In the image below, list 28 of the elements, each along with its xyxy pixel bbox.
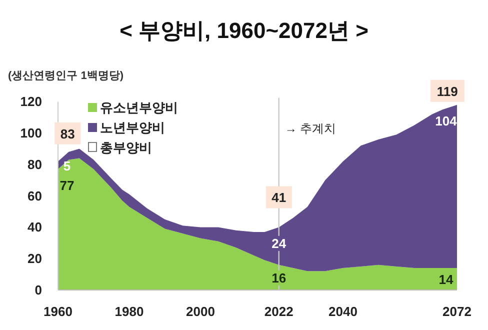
total-label: 83 — [60, 126, 75, 142]
total-label: 41 — [272, 190, 286, 206]
data-label: 104 — [435, 114, 458, 129]
x-tick-label: 2000 — [186, 304, 215, 319]
y-axis-title: (생산연령인구 1백명당) — [8, 70, 124, 82]
chart-title: < 부양비, 1960~2072년 > — [120, 18, 368, 43]
data-label: 5 — [63, 158, 71, 174]
x-tick-label: 2072 — [442, 304, 472, 319]
y-tick-label: 60 — [28, 188, 42, 204]
x-tick-label: 2022 — [264, 304, 294, 319]
y-tick-label: 120 — [20, 94, 42, 110]
annotation: 총부양비 — [100, 140, 152, 155]
total-label: 119 — [436, 84, 458, 99]
y-tick-label: 40 — [28, 220, 42, 235]
data-label: 16 — [272, 270, 286, 286]
legend-label: 노년부양비 — [100, 120, 165, 135]
x-tick-label: 1960 — [44, 304, 72, 319]
y-tick-label: 80 — [28, 156, 42, 172]
data-label: 77 — [60, 178, 74, 193]
y-tick-label: 0 — [34, 282, 42, 298]
legend-label: 유소년부양비 — [100, 100, 178, 115]
x-tick-label: 1980 — [114, 304, 144, 319]
y-tick-label: 20 — [28, 251, 42, 266]
x-tick-label: 2040 — [328, 304, 358, 319]
data-label: 14 — [438, 272, 454, 288]
y-tick-label: 100 — [20, 126, 42, 141]
data-label: 24 — [272, 236, 287, 251]
annotation: → 추계치 — [284, 121, 336, 136]
